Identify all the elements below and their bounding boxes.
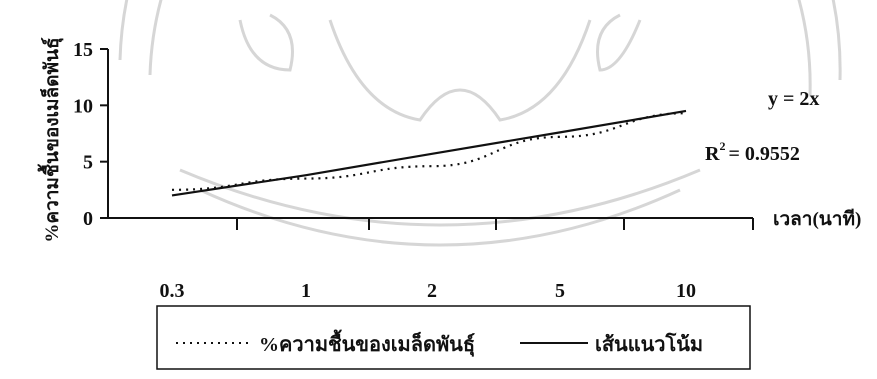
y-tick-label: 0 [83, 208, 93, 230]
series-trendline [171, 109, 687, 197]
y-ticks: 0 5 10 15 [73, 39, 108, 230]
x-tick-label: 10 [676, 280, 696, 302]
r-squared-symbol: R [705, 143, 720, 165]
x-tick-label: 0.3 [160, 280, 185, 302]
x-axis-label: เวลา(นาที) [773, 208, 861, 230]
r-squared-value: = 0.9552 [728, 143, 799, 165]
x-tick-label: 1 [301, 280, 311, 302]
series-group [171, 109, 687, 197]
trend-equation: y = 2x [768, 88, 819, 110]
y-tick-label: 15 [73, 39, 93, 61]
legend-box [156, 305, 751, 370]
y-axis-label: %ความชื้นของเมล็ดพันธุ์ [37, 37, 64, 242]
watermark-seal [118, 0, 842, 247]
x-ticks: 0.3 1 2 5 10 [160, 218, 754, 302]
r-squared: R2 = 0.9552 [705, 139, 800, 165]
x-tick-label: 5 [555, 280, 565, 302]
r-squared-superscript: 2 [719, 139, 725, 153]
legend-label-trendline: เส้นแนวโน้ม [595, 332, 703, 356]
legend: %ความชื้นของเมล็ดพันธุ์ เส้นแนวโน้ม [156, 305, 751, 370]
y-tick-label: 5 [83, 152, 93, 174]
x-tick-label: 2 [427, 280, 437, 302]
legend-label-moisture: %ความชื้นของเมล็ดพันธุ์ [259, 329, 475, 357]
y-tick-label: 10 [73, 95, 93, 117]
